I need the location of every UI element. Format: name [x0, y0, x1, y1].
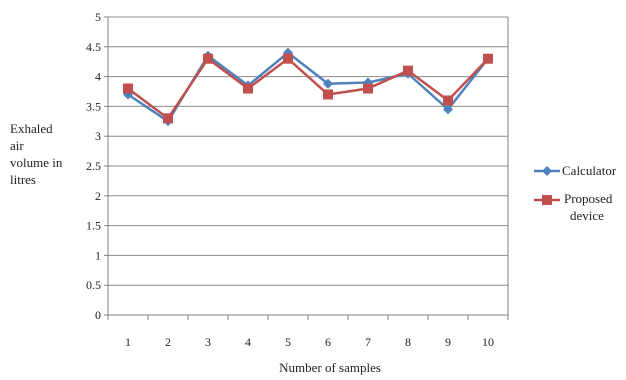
data-point-square: [323, 89, 333, 100]
legend-item-calculator: Calculator: [534, 163, 617, 178]
y-tick-label: 1: [95, 248, 101, 262]
legend-marker-square: [542, 195, 552, 205]
data-point-square: [163, 113, 173, 124]
x-axis-title: Number of samples: [279, 360, 381, 375]
y-axis-title-line: Exhaled: [10, 121, 53, 136]
data-point-square: [243, 83, 253, 94]
data-point-diamond: [443, 104, 453, 115]
series-proposed-device: [123, 53, 493, 124]
data-point-square: [203, 53, 213, 64]
y-tick-label: 4: [95, 70, 101, 84]
data-point-diamond: [323, 78, 333, 89]
x-tick-label: 1: [125, 335, 131, 349]
legend-label-line: Proposed: [564, 191, 613, 206]
series-line: [127, 57, 489, 120]
data-point-square: [123, 83, 133, 94]
y-tick-label: 0: [95, 308, 101, 322]
series-line: [127, 51, 489, 123]
x-tick-label: 8: [405, 335, 411, 349]
x-tick-label: 9: [445, 335, 451, 349]
x-tick-label: 7: [365, 335, 371, 349]
series-lines: [123, 47, 493, 127]
x-tick-label: 6: [325, 335, 331, 349]
gridlines: [104, 16, 508, 316]
y-tick-label: 2: [95, 189, 101, 203]
y-axis-title-line: volume in: [10, 155, 63, 170]
legend-label-calculator: Calculator: [562, 163, 617, 178]
y-tick-labels: 0 0.5 1 1.5 2 2.5 3 3.5 4 4.5 5: [86, 10, 101, 322]
data-point-square: [403, 65, 413, 76]
y-tick-label: 5: [95, 10, 101, 24]
x-tick-label: 5: [285, 335, 291, 349]
x-tick-labels: 1 2 3 4 5 6 7 8 9 10: [107, 315, 509, 349]
y-axis-title-line: air: [10, 138, 24, 153]
y-axis-title-line: litres: [10, 172, 36, 187]
y-axis-title: Exhaled air volume in litres: [10, 121, 66, 187]
data-point-square: [363, 83, 373, 94]
legend: Calculator Proposed device: [534, 163, 617, 223]
data-point-square: [283, 53, 293, 64]
y-tick-label: 3.5: [86, 99, 101, 113]
data-point-square: [443, 95, 453, 106]
y-tick-label: 0.5: [86, 278, 101, 292]
legend-item-proposed-device: Proposed device: [534, 191, 616, 223]
y-tick-label: 3: [95, 129, 101, 143]
x-tick-label: 3: [205, 335, 211, 349]
y-tick-label: 4.5: [86, 40, 101, 54]
legend-marker-diamond: [542, 166, 552, 176]
x-tick-label: 10: [482, 335, 494, 349]
legend-label-line: device: [570, 208, 604, 223]
y-tick-label: 1.5: [86, 219, 101, 233]
y-tick-label: 2.5: [86, 159, 101, 173]
x-tick-label: 2: [165, 335, 171, 349]
series-calculator: [123, 47, 493, 127]
data-point-square: [483, 53, 493, 64]
legend-label-proposed-device: Proposed device: [564, 191, 616, 223]
x-tick-label: 4: [245, 335, 251, 349]
